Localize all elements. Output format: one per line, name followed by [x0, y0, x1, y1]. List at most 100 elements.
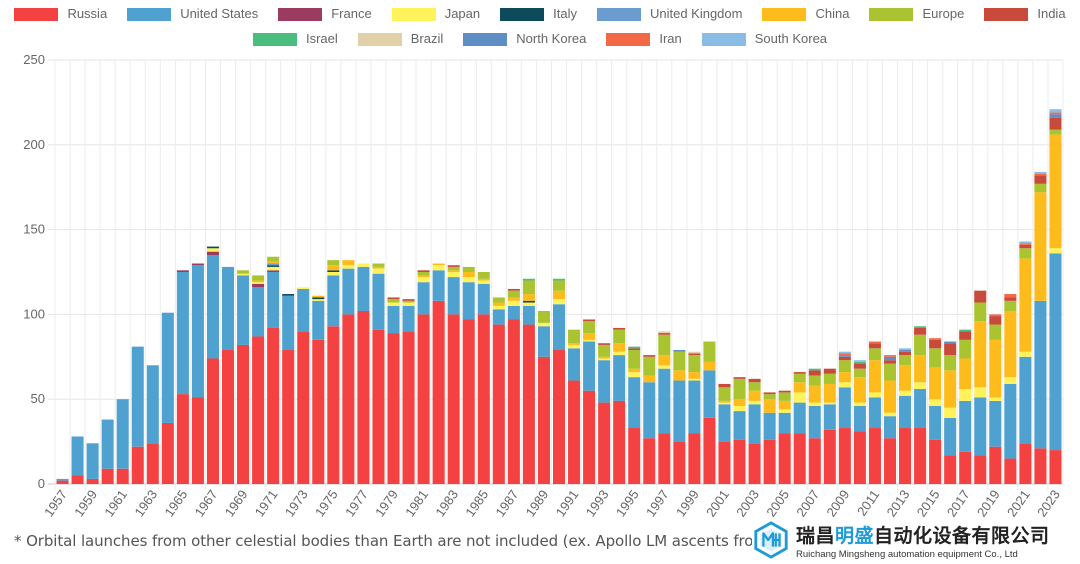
bar-segment: [86, 478, 99, 484]
bar-segment: [989, 446, 1002, 484]
bar-segment: [267, 327, 280, 484]
legend-item[interactable]: Brazil: [357, 30, 443, 48]
bar-segment: [883, 416, 897, 439]
bar-segment: [1049, 248, 1062, 254]
bar-segment: [868, 392, 881, 398]
legend-item[interactable]: North Korea: [463, 30, 586, 48]
watermark-company-name: 瑞昌明盛自动化设备有限公司: [796, 524, 1050, 547]
bar-segment: [944, 343, 957, 356]
bar-segment: [959, 451, 972, 484]
bar-segment: [462, 282, 475, 320]
bar-segment: [868, 341, 881, 344]
bar-segment: [552, 304, 566, 351]
legend-label: Japan: [444, 6, 481, 21]
bar-segment: [312, 299, 325, 301]
bar-segment: [522, 294, 535, 301]
bar-segment: [327, 265, 340, 271]
bar-segment: [71, 475, 84, 484]
legend-item[interactable]: Japan: [391, 5, 481, 23]
legend-item[interactable]: France: [278, 5, 372, 23]
legend-swatch: [869, 7, 914, 21]
bar-segment: [237, 273, 250, 276]
legend-item[interactable]: United States: [127, 5, 258, 23]
bar-segment: [929, 339, 942, 349]
legend-item[interactable]: United Kingdom: [596, 5, 742, 23]
bar-segment: [598, 358, 611, 361]
bar-segment: [628, 346, 641, 349]
bar-segment: [628, 377, 641, 429]
bar-segment: [477, 314, 490, 484]
x-tick-label: 1959: [71, 487, 100, 519]
bar-segment: [643, 438, 656, 484]
bar-segment: [206, 246, 219, 249]
bar-segment: [387, 299, 400, 303]
bar-segment: [883, 355, 897, 357]
legend-item[interactable]: Israel: [252, 30, 338, 48]
legend-item[interactable]: Russia: [14, 5, 107, 23]
y-tick-label: 50: [31, 391, 45, 406]
bar-segment: [267, 270, 280, 272]
bar-segment: [643, 375, 656, 383]
bar-segment: [808, 370, 821, 376]
bar-segment: [808, 438, 821, 484]
bar-segment: [899, 428, 912, 484]
bar-segment: [974, 387, 987, 398]
bar-segment: [462, 319, 475, 484]
bar-segment: [372, 266, 385, 269]
bar-segment: [537, 322, 550, 327]
bar-segment: [899, 348, 912, 351]
bar-segment: [402, 300, 415, 303]
bar-segment: [959, 389, 972, 401]
bar-segment: [252, 275, 265, 281]
bar-segment: [748, 400, 761, 405]
bar-segment: [1034, 171, 1047, 174]
bar-segment: [1049, 129, 1062, 135]
bar-segment: [56, 478, 69, 481]
x-tick-label: 2003: [733, 487, 762, 519]
bar-segment: [763, 392, 776, 395]
bar-segment: [823, 429, 836, 484]
bar-segment: [688, 433, 701, 484]
bar-segment: [492, 305, 505, 310]
bar-segment: [1004, 458, 1017, 484]
x-tick-label: 1987: [492, 487, 521, 519]
legend-item[interactable]: China: [762, 5, 849, 23]
x-tick-label: 2005: [763, 487, 792, 519]
bar-segment: [568, 343, 581, 345]
bar-segment: [1004, 311, 1017, 378]
legend-item[interactable]: India: [984, 5, 1066, 23]
bar-segment: [176, 272, 189, 395]
bar-segment: [327, 270, 340, 272]
legend-item[interactable]: South Korea: [701, 30, 827, 48]
bar-segment: [583, 339, 596, 342]
legend-item[interactable]: Italy: [500, 5, 577, 23]
bar-segment: [673, 351, 686, 371]
legend-item[interactable]: Europe: [869, 5, 964, 23]
bar-segment: [838, 372, 851, 383]
bar-segment: [1004, 294, 1017, 298]
x-tick-label: 1957: [41, 487, 70, 519]
bar-segment: [883, 360, 897, 364]
bar-segment: [658, 365, 671, 369]
bar-segment: [507, 305, 520, 320]
bar-segment: [673, 380, 686, 442]
bar-segment: [191, 265, 204, 398]
bar-segment: [71, 436, 84, 476]
bar-segment: [252, 280, 265, 283]
bar-segment: [673, 441, 686, 484]
bar-segment: [522, 324, 535, 484]
bar-segment: [688, 353, 701, 356]
bar-segment: [658, 355, 671, 366]
bar-segment: [267, 261, 280, 264]
bar-segment: [944, 355, 957, 371]
bar-segment: [552, 278, 566, 281]
legend-item[interactable]: Iran: [606, 30, 682, 48]
bar-segment: [1019, 258, 1032, 352]
bar-segment: [944, 370, 957, 408]
bar-segment: [131, 446, 144, 484]
bar-segment: [808, 405, 821, 439]
bar-segment: [477, 280, 490, 284]
bar-segment: [914, 428, 927, 484]
legend-swatch: [596, 7, 641, 21]
bar-segment: [914, 355, 927, 383]
